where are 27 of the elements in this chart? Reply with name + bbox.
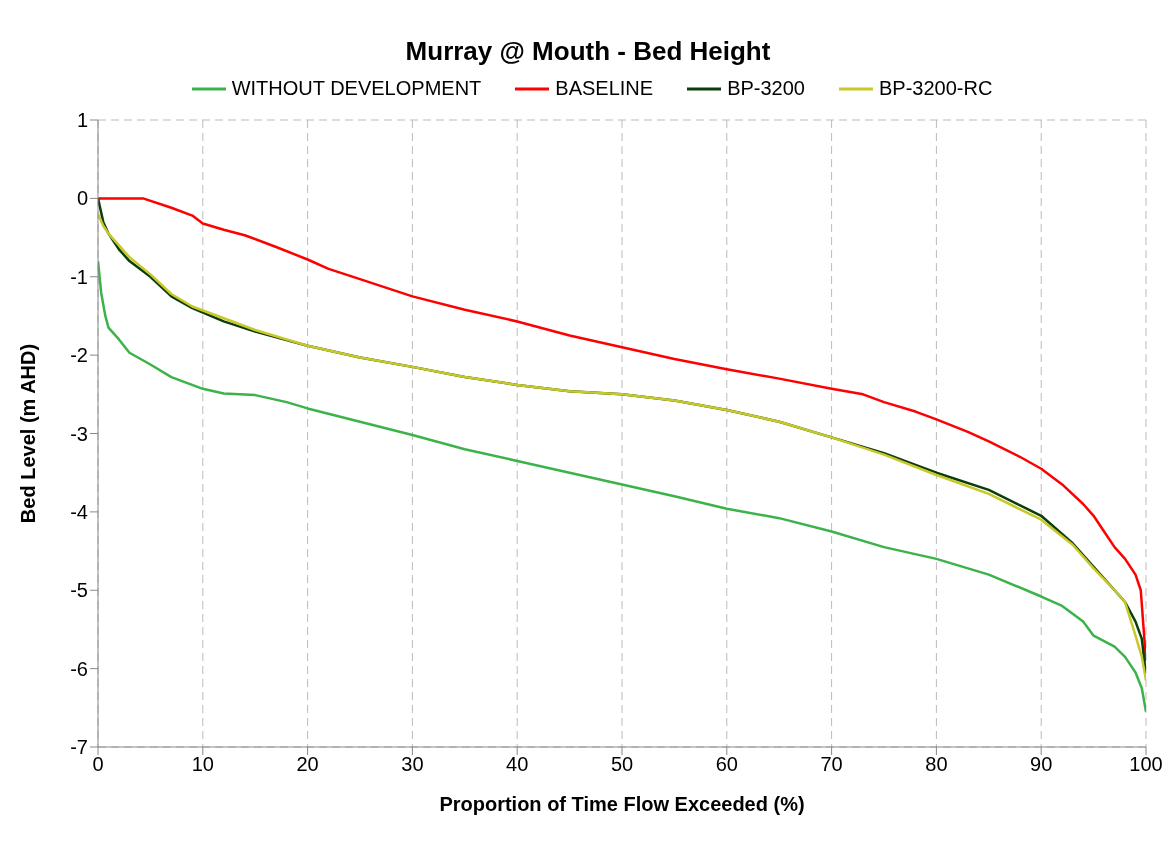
x-tick-label: 0 xyxy=(92,753,104,776)
y-tick-label: 1 xyxy=(76,109,88,132)
y-tick-label: 0 xyxy=(76,187,88,210)
legend-label: BASELINE xyxy=(555,77,654,100)
y-tick-label: -7 xyxy=(70,736,88,759)
x-tick-label: 50 xyxy=(610,753,634,776)
x-tick-label: 40 xyxy=(506,753,529,776)
legend-label: BP-3200 xyxy=(727,77,805,100)
x-tick-label: 10 xyxy=(191,753,214,776)
x-tick-label: 30 xyxy=(401,753,424,776)
y-tick-label: -3 xyxy=(70,422,88,445)
chart-title: Murray @ Mouth - Bed Height xyxy=(404,35,772,67)
x-tick-label: 20 xyxy=(296,753,319,776)
y-tick-label: -4 xyxy=(70,500,88,523)
y-tick-label: -2 xyxy=(70,344,88,367)
x-tick-label: 60 xyxy=(715,753,738,776)
x-tick-label: 90 xyxy=(1030,753,1053,776)
legend-label: BP-3200-RC xyxy=(878,77,993,100)
x-tick-label: 100 xyxy=(1129,753,1163,776)
y-tick-label: -1 xyxy=(70,265,88,288)
x-tick-label: 80 xyxy=(925,753,948,776)
y-tick-label: -5 xyxy=(70,579,88,602)
legend-label: WITHOUT DEVELOPMENT xyxy=(231,77,482,100)
x-tick-label: 70 xyxy=(820,753,843,776)
y-axis-title: Bed Level (m AHD) xyxy=(17,343,40,524)
y-tick-label: -6 xyxy=(70,657,88,680)
x-axis-title: Proportion of Time Flow Exceeded (%) xyxy=(439,793,805,815)
